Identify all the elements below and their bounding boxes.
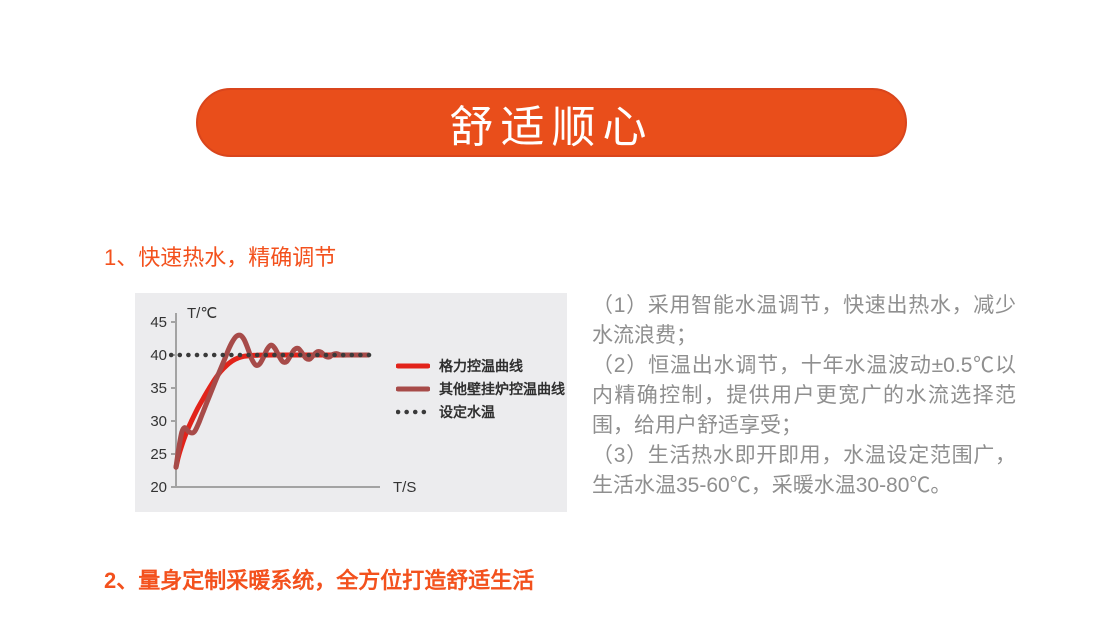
feature-paragraph: （1）采用智能水温调节，快速出热水，减少水流浪费；: [592, 294, 1016, 347]
legend-item: 设定水温: [396, 403, 565, 421]
legend-swatch-line: [396, 386, 430, 392]
svg-text:T/S: T/S: [393, 479, 416, 496]
legend-label: 格力控温曲线: [439, 358, 523, 374]
section-2-heading: 2、量身定制采暖系统，全方位打造舒适生活: [104, 568, 535, 593]
legend-label: 设定水温: [439, 404, 495, 420]
svg-text:35: 35: [150, 380, 167, 397]
banner-title: 舒适顺心: [449, 102, 654, 152]
svg-text:20: 20: [150, 479, 167, 496]
legend-item: 格力控温曲线: [396, 357, 565, 375]
svg-text:45: 45: [150, 314, 167, 331]
feature-paragraph: （2）恒温出水调节，十年水温波动±0.5℃以内精确控制，提供用户更宽广的水流选择…: [592, 354, 1016, 437]
feature-text: （1）采用智能水温调节，快速出热水，减少水流浪费； （2）恒温出水调节，十年水温波…: [592, 291, 1016, 501]
svg-text:T/℃: T/℃: [187, 305, 217, 322]
legend-swatch-line: [396, 363, 430, 369]
svg-text:25: 25: [150, 446, 167, 463]
temperature-chart-panel: 45 40 35 30 25 20 T/℃ T/S 格力控温曲线其他壁挂炉控温曲线 设定水温: [135, 293, 567, 512]
svg-text:30: 30: [150, 413, 167, 430]
chart-legend: 格力控温曲线其他壁挂炉控温曲线 设定水温: [396, 357, 565, 421]
svg-text:40: 40: [150, 347, 167, 364]
legend-item: 其他壁挂炉控温曲线: [396, 380, 565, 398]
section-1-heading: 1、快速热水，精确调节: [104, 245, 337, 270]
temperature-chart-canvas: 45 40 35 30 25 20 T/℃ T/S: [150, 305, 416, 496]
legend-swatch-dotted-line: [396, 409, 430, 415]
banner: 舒适顺心: [196, 88, 907, 157]
legend-label: 其他壁挂炉控温曲线: [439, 381, 565, 397]
feature-paragraph: （3）生活热水即开即用，水温设定范围广，生活水温35-60℃，采暖水温30-80…: [592, 444, 1016, 497]
